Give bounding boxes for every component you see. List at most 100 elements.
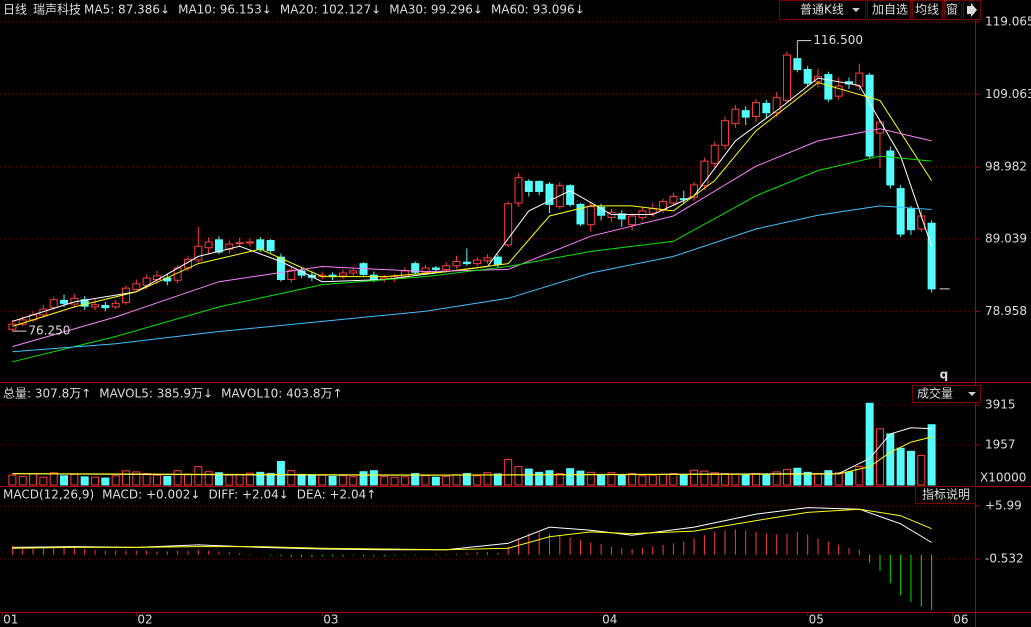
dropdown-arrow (852, 8, 860, 12)
volume-bar (473, 475, 482, 486)
indicator-line (12, 205, 932, 353)
candle-body (731, 108, 740, 125)
x-tick-label: 05 (809, 613, 824, 627)
volume-bar (297, 473, 306, 486)
button-label[interactable]: 均线 (915, 3, 939, 17)
volume-bar (535, 471, 544, 486)
unit-label: X10000 (980, 471, 1026, 485)
volume-bar (597, 473, 606, 486)
volume-bar (659, 473, 668, 486)
volume-bar (18, 475, 27, 486)
candle-body (762, 102, 771, 114)
button-label[interactable]: 加自选 (872, 3, 908, 17)
volume-bar (462, 473, 471, 486)
indicator-line (12, 155, 932, 363)
indicator-line (12, 128, 932, 348)
volume-bar (524, 468, 533, 486)
candle-body (132, 283, 141, 291)
candle-body (927, 222, 936, 290)
candle-body (142, 277, 151, 286)
toolbar: 普通K线 加自选 均线 窗 成交量 指标说明 (779, 0, 981, 504)
button[interactable] (915, 486, 976, 504)
volume-bar (276, 461, 285, 486)
volume-bar (152, 474, 161, 486)
legend-label: MACD(12,26,9) (3, 488, 94, 502)
volume-bar (669, 473, 678, 486)
y-tick-label: 109.063 (985, 87, 1031, 101)
volume-bar (328, 475, 337, 486)
candle-body (473, 259, 482, 265)
button-label[interactable]: 指标说明 (922, 487, 970, 502)
volume-bar (886, 433, 895, 486)
button[interactable] (944, 0, 962, 20)
button-label[interactable]: 普通K线 (800, 3, 844, 17)
button-label[interactable]: 窗 (946, 3, 958, 17)
candle-body (772, 97, 781, 114)
volume-bar (721, 473, 730, 486)
candle-body (834, 85, 843, 97)
volume-bar (256, 471, 265, 486)
legend-label: MA5: 87.386↓ (84, 3, 170, 17)
x-tick-label: 06 (953, 613, 968, 627)
indicator-line (12, 81, 933, 327)
volume-bar (514, 466, 523, 486)
indicator-line (12, 77, 933, 322)
button[interactable] (912, 0, 943, 20)
indicator-line (12, 436, 932, 476)
candle-body (235, 242, 244, 245)
volume-bar (318, 474, 327, 486)
volume-bar (29, 473, 38, 486)
volume-bar (225, 474, 234, 486)
volume-bar (163, 475, 172, 486)
candle-body (803, 68, 812, 84)
dropdown[interactable] (912, 385, 981, 403)
volume-bar (338, 475, 347, 486)
volume-bar (566, 468, 575, 486)
candle-body (721, 120, 730, 146)
volume-bar (690, 469, 699, 486)
button[interactable] (867, 0, 911, 20)
volume-bar (266, 473, 275, 486)
button[interactable] (779, 0, 866, 20)
volume-bar (442, 475, 451, 486)
legend-label: MACD: +0.002↓ (102, 488, 200, 502)
volume-bar (132, 471, 141, 486)
dropdown-label[interactable]: 成交量 (917, 386, 953, 401)
volume-bar (844, 471, 853, 486)
candle-body (865, 74, 874, 157)
candle-body (411, 263, 420, 273)
volume-bar (452, 474, 461, 486)
volume-bar (142, 473, 151, 486)
candle-body (886, 150, 895, 186)
candle-body (906, 208, 915, 231)
candle-body (648, 208, 657, 214)
y-tick-label: +5.99 (985, 499, 1022, 513)
candle-body (875, 121, 884, 134)
volume-bar (638, 475, 647, 486)
candle-body (896, 188, 905, 235)
volume-bar (772, 471, 781, 486)
volume-bar (359, 471, 368, 486)
volume-bar (576, 470, 585, 486)
y-tick-label: 78.958 (985, 304, 1027, 318)
legend-label: DIFF: +2.04↓ (208, 488, 288, 502)
candle-body (576, 203, 585, 225)
candle-body (586, 206, 595, 226)
volume-bar (60, 475, 69, 486)
volume-bar (855, 466, 864, 486)
volume-bar (586, 471, 595, 486)
volume-bar (504, 458, 513, 486)
volume-bar (824, 470, 833, 486)
volume-bar (927, 424, 936, 486)
volume-bar (421, 475, 430, 486)
candle-body (214, 239, 223, 253)
candle-body (245, 241, 254, 244)
volume-bar (49, 472, 58, 486)
y-tick-label: -0.532 (985, 552, 1024, 566)
volume-bar (390, 476, 399, 486)
volume-bar (91, 476, 100, 486)
volume-bar (865, 402, 874, 486)
